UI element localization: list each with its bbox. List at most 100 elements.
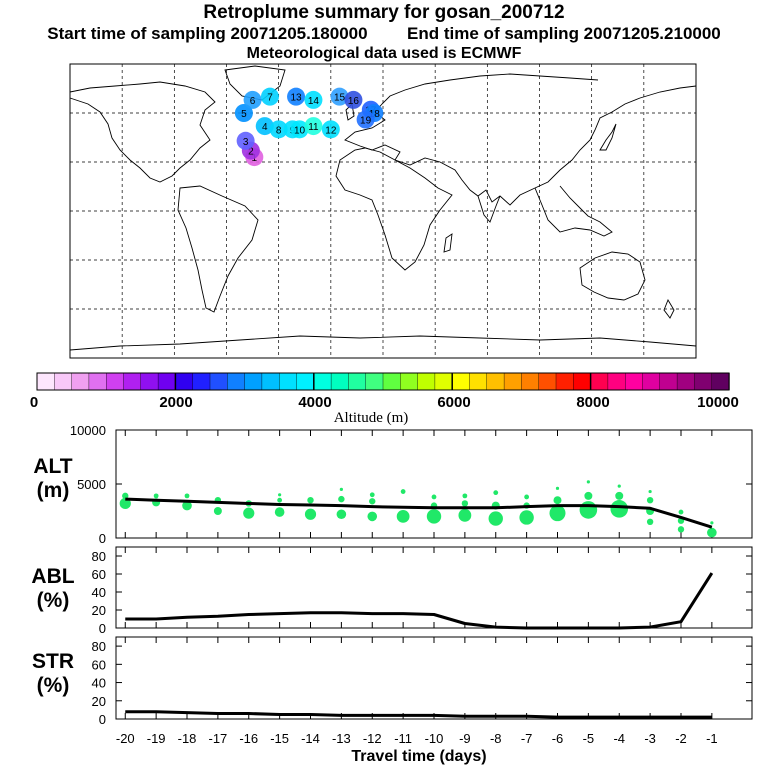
y-tick-label: 80	[92, 549, 106, 564]
y-tick-label: 0	[99, 712, 106, 727]
plume-marker	[269, 120, 288, 139]
plume-marker	[344, 90, 363, 109]
plume-marker-label: 13	[290, 93, 302, 104]
plume-marker	[321, 120, 340, 139]
world-map: 12345678910111213141516171819	[69, 63, 697, 359]
str-label-unit: (%)	[36, 674, 70, 697]
colorbar-swatch	[521, 372, 540, 391]
colorbar-frame	[36, 372, 730, 391]
altitude-point	[488, 511, 503, 526]
colorbar-swatch	[296, 372, 315, 391]
y-tick-label: 60	[92, 567, 106, 582]
y-tick-label: 10000	[70, 423, 106, 438]
plume-marker	[255, 117, 274, 136]
x-tick-label: -13	[332, 731, 351, 746]
colorbar-swatch	[330, 372, 350, 391]
x-tick-label: -4	[613, 731, 625, 746]
coast-madagascar	[443, 233, 453, 253]
y-tick-label: 0	[99, 621, 106, 636]
x-tick-label: -8	[490, 731, 502, 746]
colorbar-swatch	[348, 372, 367, 391]
altitude-point	[648, 489, 652, 494]
series-line-abl	[125, 572, 714, 630]
y-tick-label: 5000	[77, 477, 106, 492]
time-series-panels: 10000 5000 0 80 60 40 20 0 80 60 40 20 0 -20 -19 -18 -17…	[70, 423, 753, 746]
altitude-point	[426, 509, 442, 524]
altitude-point	[615, 491, 624, 500]
colorbar-swatch	[694, 372, 713, 391]
colorbar-swatch	[175, 372, 194, 391]
coast-south-america	[177, 185, 259, 313]
coast-seasia	[534, 185, 613, 237]
colorbar-swatch	[486, 372, 505, 391]
panel-frame-str	[115, 636, 753, 720]
colorbar-swatch	[711, 372, 730, 391]
colorbar-swatch	[434, 372, 453, 391]
x-tick-label: -15	[270, 731, 289, 746]
altitude-point	[586, 480, 590, 484]
cb-tick-5: 10000	[697, 394, 739, 411]
x-tick-label: -14	[301, 731, 320, 746]
cb-tick-3: 6000	[437, 394, 471, 411]
plume-markers: 12345678910111213141516171819	[234, 87, 384, 167]
colorbar-swatch	[279, 372, 298, 391]
colorbar-swatch	[244, 372, 263, 391]
altitude-point	[462, 493, 468, 499]
altitude-point	[549, 505, 566, 522]
altitude-point	[336, 509, 347, 520]
coast-australia	[579, 251, 646, 301]
alt-label-unit: (m)	[36, 479, 70, 502]
colorbar-swatch	[71, 372, 90, 391]
coast-antarctica	[69, 335, 697, 351]
plume-marker-label: 10	[294, 125, 306, 136]
colorbar-swatch	[227, 372, 246, 391]
altitude-point	[493, 490, 499, 496]
altitude-point	[584, 491, 593, 500]
altitude-point	[677, 526, 685, 533]
altitude-colorbar	[36, 372, 730, 391]
x-tick-label: -20	[116, 731, 135, 746]
x-axis-title: Travel time (days)	[351, 748, 487, 765]
alt-panel-label: ALT (m)	[8, 455, 98, 503]
colorbar-swatch	[452, 372, 471, 391]
colorbar-swatch	[105, 372, 125, 391]
coast-india	[477, 195, 501, 223]
plume-marker-label: 14	[308, 96, 320, 107]
colorbar-swatch	[313, 372, 332, 391]
colorbar-swatch	[382, 372, 401, 391]
altitude-point	[646, 518, 654, 525]
y-tick-label: 20	[92, 603, 106, 618]
coast-eurasia	[344, 73, 697, 206]
x-tick-label: -9	[459, 731, 471, 746]
x-tick-label: -19	[147, 731, 166, 746]
colorbar-swatch	[54, 372, 73, 391]
colorbar-swatch	[642, 372, 661, 391]
alt-label-name: ALT	[33, 455, 73, 478]
plume-marker-label: 11	[308, 122, 319, 133]
plume-marker-label: 18	[369, 109, 381, 120]
chart-title: Retroplume summary for gosan_200712	[203, 2, 565, 23]
altitude-point	[431, 494, 437, 500]
plume-marker-label: 8	[276, 125, 282, 136]
coastlines	[69, 65, 697, 351]
plume-marker-label: 19	[360, 116, 372, 127]
map-gridlines	[70, 64, 696, 358]
series-line-alt	[125, 497, 713, 529]
altitude-point	[243, 507, 255, 519]
altitude-point	[524, 494, 530, 500]
altitude-point	[707, 527, 717, 538]
plume-marker	[304, 117, 323, 136]
abl-label-unit: (%)	[36, 589, 70, 612]
colorbar-swatch	[123, 372, 142, 391]
altitude-point	[339, 487, 343, 491]
y-tick-label: 0	[99, 531, 106, 546]
colorbar-swatch	[140, 372, 159, 391]
altitude-point	[304, 508, 317, 520]
x-tick-label: -11	[394, 731, 412, 746]
altitude-point	[153, 493, 159, 499]
y-tick-label: 40	[92, 676, 106, 691]
plume-marker	[236, 131, 255, 150]
x-tick-label: -3	[644, 731, 656, 746]
plume-marker-label: 2	[248, 147, 254, 158]
altitude-point	[278, 493, 282, 497]
